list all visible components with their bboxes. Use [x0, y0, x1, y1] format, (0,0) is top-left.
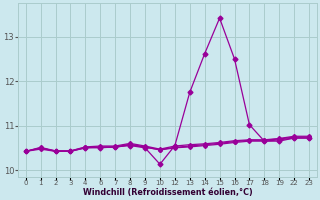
- X-axis label: Windchill (Refroidissement éolien,°C): Windchill (Refroidissement éolien,°C): [83, 188, 252, 197]
